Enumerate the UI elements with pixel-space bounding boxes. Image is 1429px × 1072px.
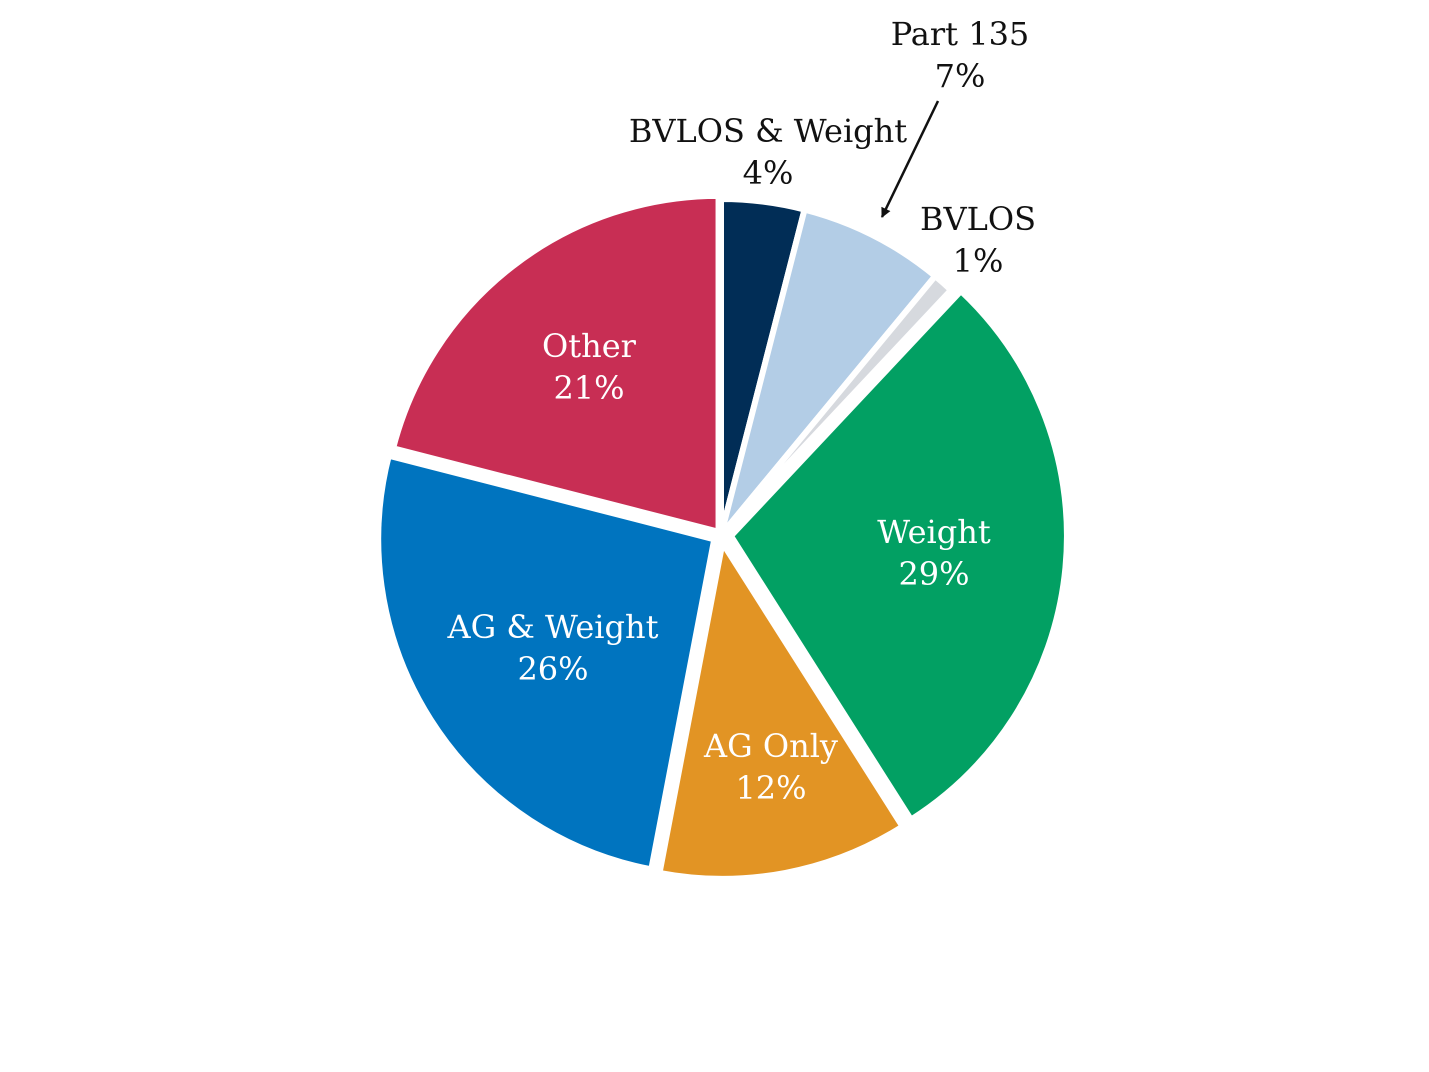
slice-category-label: BVLOS [920, 200, 1036, 238]
slice-label-bvlos-and-weight: BVLOS & Weight 4% [629, 112, 907, 192]
slice-percent-label: 7% [935, 57, 986, 95]
pie-slice-ag-and-weight [375, 452, 718, 873]
pie-slice-bvlos [718, 271, 956, 538]
pie-labels: BVLOS & Weight 4% Part 135 7% BVLOS 1% Weight 2… [447, 15, 1036, 807]
slice-percent-label: 26% [517, 650, 588, 688]
slice-category-label: BVLOS & Weight [629, 112, 907, 150]
slice-label-weight: Weight 29% [877, 513, 991, 593]
slice-label-other: Other 21% [542, 327, 637, 407]
pie-slice-other [389, 192, 722, 536]
slice-label-part-135: Part 135 7% [891, 15, 1030, 95]
slice-percent-label: 4% [743, 154, 794, 192]
slice-percent-label: 29% [898, 555, 969, 593]
pie-slice-weight [727, 286, 1070, 824]
slice-percent-label: 1% [953, 242, 1004, 280]
slice-percent-label: 12% [735, 769, 806, 807]
slice-category-label: Other [542, 327, 637, 365]
slice-category-label: AG Only [703, 727, 838, 765]
slice-category-label: Part 135 [891, 15, 1030, 53]
slice-label-ag-only: AG Only 12% [703, 727, 838, 807]
slice-label-bvlos: BVLOS 1% [920, 200, 1036, 280]
pie-slices [375, 192, 1070, 882]
slice-percent-label: 21% [553, 369, 624, 407]
pie-slice-ag-only [656, 534, 907, 882]
slice-category-label: Weight [877, 513, 991, 551]
leader-arrow-part-135 [880, 100, 940, 218]
slice-category-label: AG & Weight [447, 608, 659, 646]
pie-slice-part-135 [718, 205, 940, 537]
slice-label-ag-and-weight: AG & Weight 26% [447, 608, 659, 688]
